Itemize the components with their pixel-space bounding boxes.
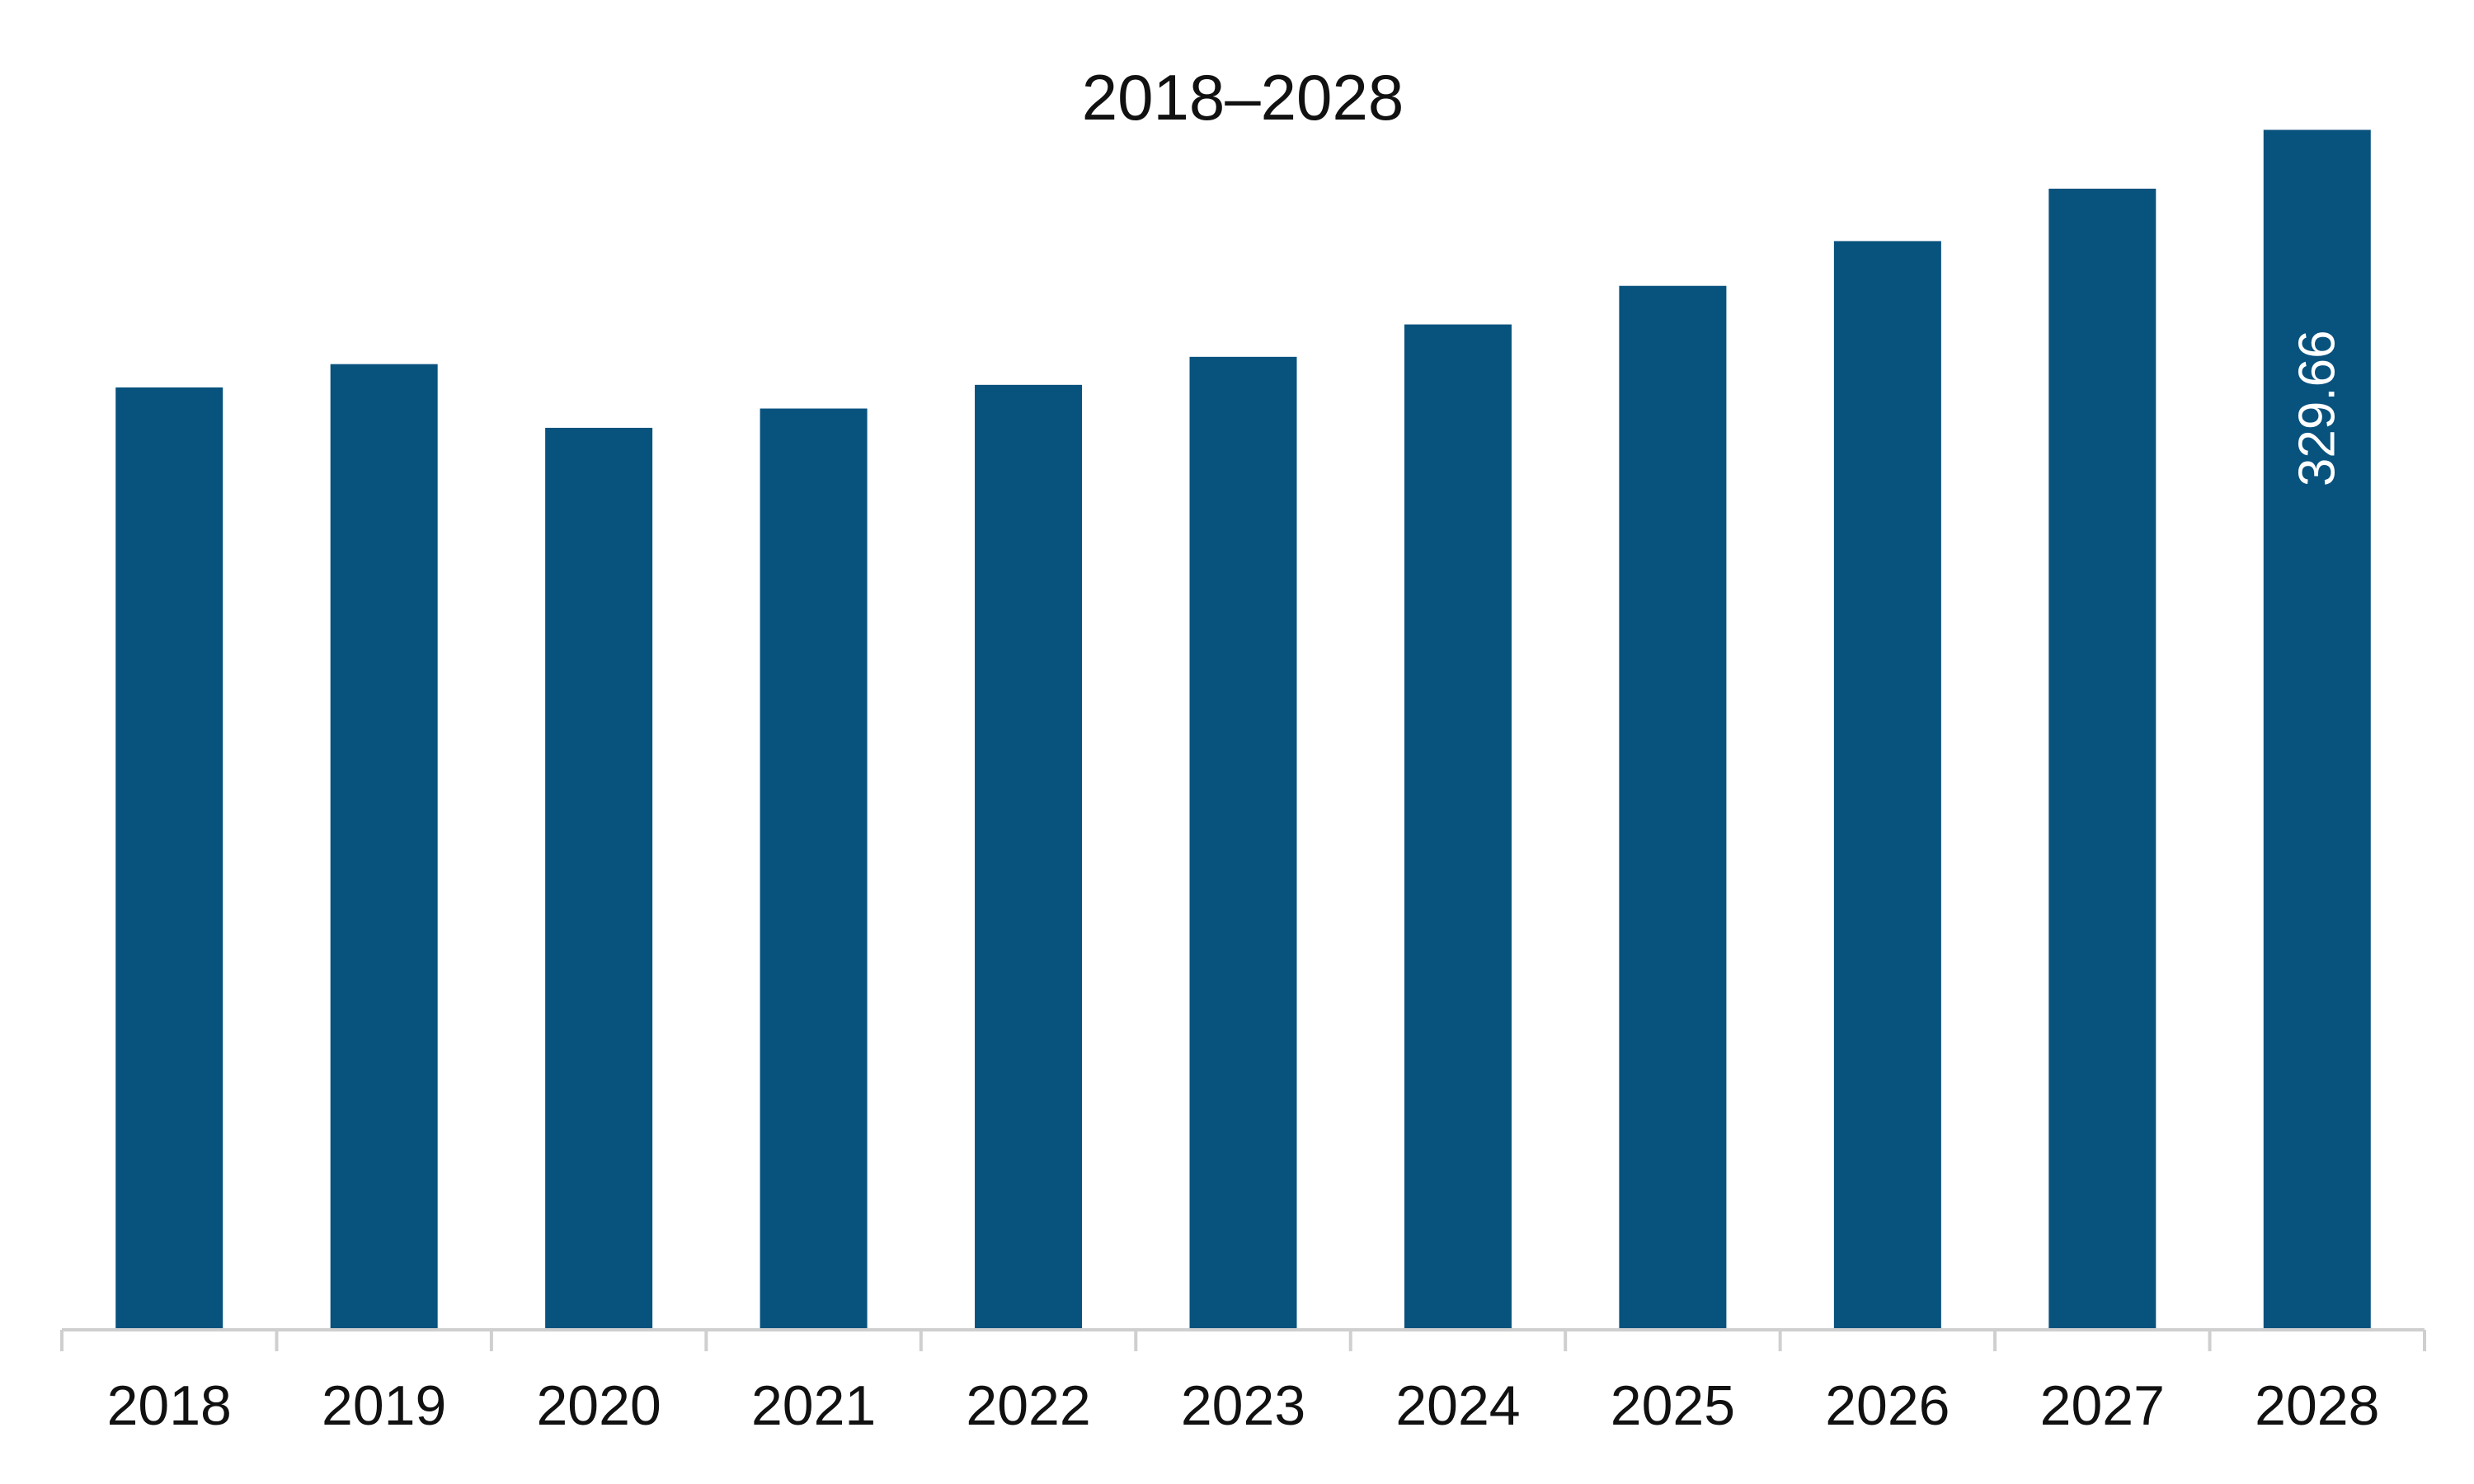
x-tick-label-2019: 2019 (322, 1374, 446, 1437)
bar-2026 (1833, 241, 1941, 1330)
x-tick-label-2022: 2022 (966, 1374, 1090, 1437)
x-tick-label-2026: 2026 (1825, 1374, 1950, 1437)
bar-2021 (760, 408, 868, 1330)
x-axis (60, 1328, 2426, 1351)
x-tick-label-2018: 2018 (107, 1374, 232, 1437)
x-tick-label-2024: 2024 (1395, 1374, 1520, 1437)
tick-labels-layer: 2018 2019 2020 2021 2022 2023 2024 2025 2026 2027… (107, 1374, 2380, 1437)
x-tick-label-2025: 2025 (1611, 1374, 1735, 1437)
bar-2023 (1189, 356, 1297, 1331)
x-tick-label-2020: 2020 (536, 1374, 661, 1437)
bar-2025 (1619, 285, 1727, 1330)
bar-2028 (2263, 129, 2371, 1331)
x-tick-label-2028: 2028 (2255, 1374, 2379, 1437)
chart-title: 2018–2028 (1082, 61, 1404, 134)
data-label-2028: 329.66 (2288, 330, 2345, 486)
bar-2024 (1404, 324, 1512, 1330)
data-labels-layer: 329.66 (2288, 330, 2345, 486)
bars-layer (115, 129, 2371, 1331)
bar-2018 (115, 387, 223, 1331)
x-tick-label-2023: 2023 (1181, 1374, 1305, 1437)
bar-2027 (2048, 188, 2157, 1331)
bar-2022 (975, 384, 1083, 1330)
x-tick-label-2021: 2021 (751, 1374, 876, 1437)
x-tick-label-2027: 2027 (2040, 1374, 2165, 1437)
bar-2019 (330, 364, 438, 1331)
bar-2020 (545, 427, 653, 1330)
